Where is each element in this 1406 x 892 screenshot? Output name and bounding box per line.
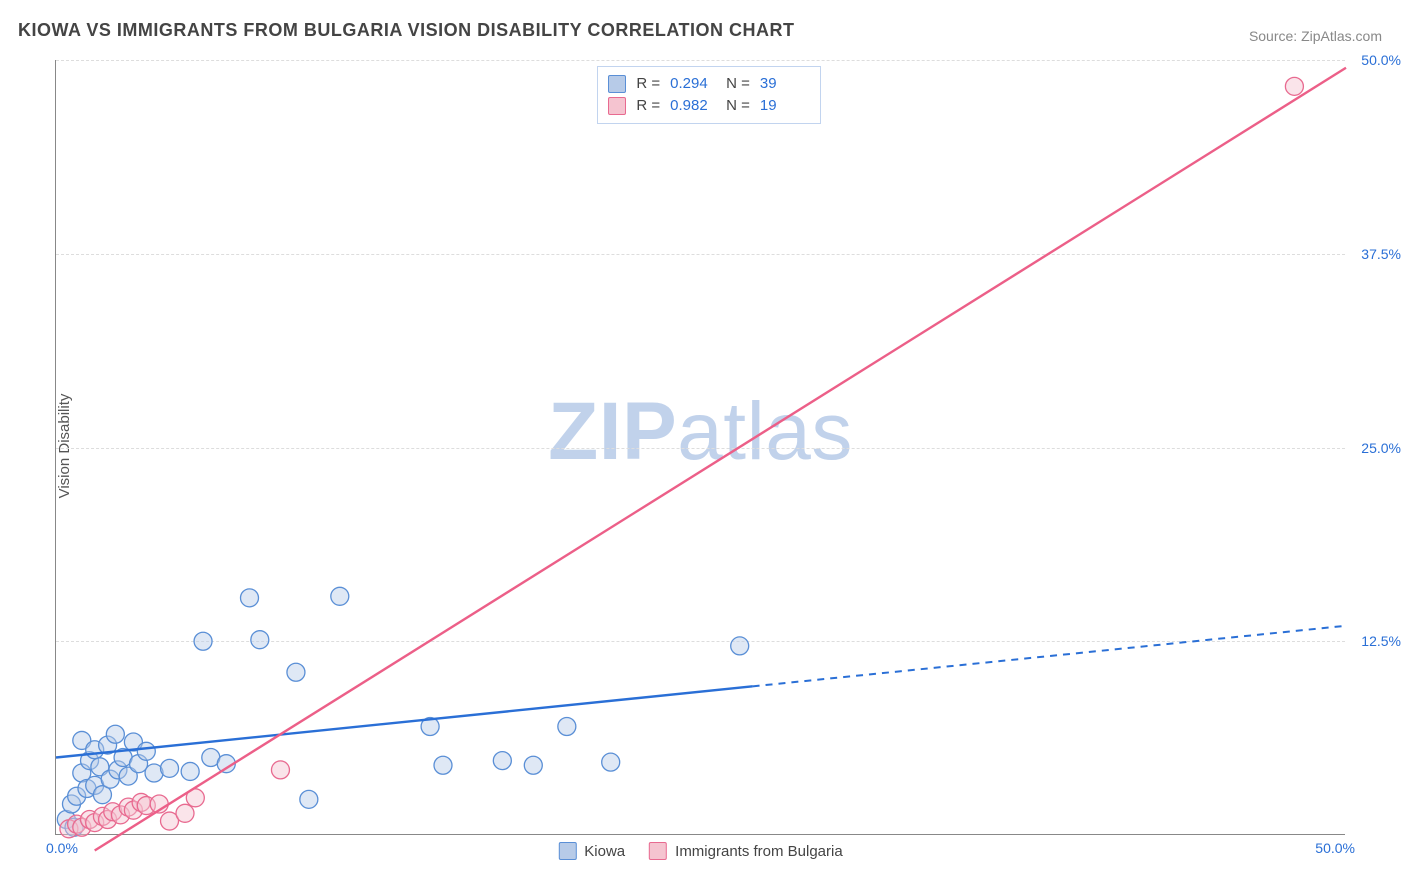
data-point [524,756,542,774]
legend-series: Kiowa Immigrants from Bulgaria [558,842,842,860]
data-point [493,752,511,770]
data-point [251,631,269,649]
legend-n-value: 19 [760,95,806,117]
legend-n-label: N = [726,73,750,95]
data-point [731,637,749,655]
trend-line-dashed [753,626,1346,687]
legend-correlation: R = 0.294 N = 39 R = 0.982 N = 19 [597,66,821,124]
legend-series-name: Immigrants from Bulgaria [675,843,843,860]
data-point [181,762,199,780]
source-link[interactable]: ZipAtlas.com [1301,28,1382,44]
trend-line-solid [95,68,1346,851]
legend-swatch [649,842,667,860]
data-point [1285,77,1303,95]
legend-r-label: R = [636,73,660,95]
legend-swatch [608,97,626,115]
x-axis-end-label: 50.0% [1315,840,1355,856]
chart-title: KIOWA VS IMMIGRANTS FROM BULGARIA VISION… [18,20,795,41]
data-point [331,587,349,605]
y-tick-label: 50.0% [1349,52,1401,68]
data-point [194,632,212,650]
legend-series-item: Immigrants from Bulgaria [649,842,843,860]
data-point [558,718,576,736]
legend-n-label: N = [726,95,750,117]
data-point [300,790,318,808]
source-attribution: Source: ZipAtlas.com [1249,28,1382,44]
y-tick-label: 12.5% [1349,633,1401,649]
legend-swatch [608,75,626,93]
data-point [434,756,452,774]
legend-r-value: 0.982 [670,95,716,117]
data-point [161,759,179,777]
legend-series-item: Kiowa [558,842,625,860]
y-tick-label: 37.5% [1349,246,1401,262]
data-point [602,753,620,771]
data-point [137,742,155,760]
chart-svg [56,60,1345,834]
legend-correlation-row: R = 0.294 N = 39 [608,73,806,95]
x-axis-origin-label: 0.0% [46,840,78,856]
data-point [106,725,124,743]
legend-series-name: Kiowa [584,843,625,860]
data-point [176,804,194,822]
legend-swatch [558,842,576,860]
y-tick-label: 25.0% [1349,440,1401,456]
trend-line-solid [56,686,753,757]
legend-n-value: 39 [760,73,806,95]
data-point [287,663,305,681]
legend-r-value: 0.294 [670,73,716,95]
data-point [241,589,259,607]
source-prefix: Source: [1249,28,1301,44]
data-point [271,761,289,779]
plot-area: ZIPatlas 12.5%25.0%37.5%50.0% R =0.294N … [55,60,1345,835]
legend-r-label: R = [636,95,660,117]
legend-correlation-row: R = 0.982 N = 19 [608,95,806,117]
